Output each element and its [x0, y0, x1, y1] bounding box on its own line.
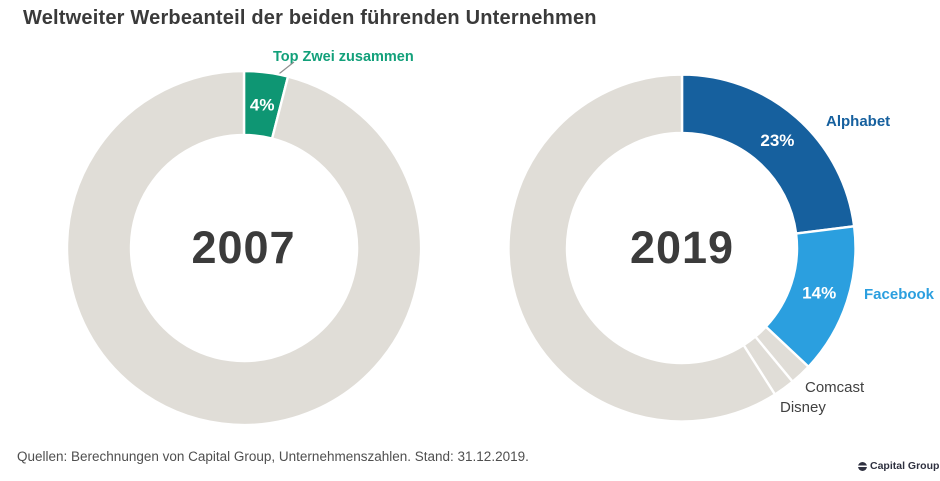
disney-label: Disney — [780, 399, 826, 416]
slice-alphabet — [680, 72, 856, 235]
facebook-label: Facebook — [864, 286, 935, 303]
donut-chart-2007: 4% — [65, 69, 422, 426]
slice-value-label: 23% — [760, 130, 794, 149]
top-two-callout-label: Top Zwei zusammen — [273, 49, 414, 65]
comcast-label: Comcast — [805, 379, 865, 396]
donut-chart-2019: 23% 14% — [507, 72, 857, 423]
slice-rest — [507, 72, 777, 423]
page-title: Weltweiter Werbeanteil der beiden führen… — [23, 7, 597, 29]
slice-rest — [65, 69, 422, 426]
source-note: Quellen: Berechnungen von Capital Group,… — [17, 449, 529, 464]
capital-group-logo-icon — [858, 461, 867, 471]
capital-group-logo-text: Capital Group — [870, 460, 940, 472]
capital-group-logo: Capital Group — [858, 460, 939, 472]
alphabet-label: Alphabet — [826, 113, 891, 130]
slice-value-label: 4% — [249, 95, 274, 114]
slice-value-label: 14% — [802, 283, 836, 302]
